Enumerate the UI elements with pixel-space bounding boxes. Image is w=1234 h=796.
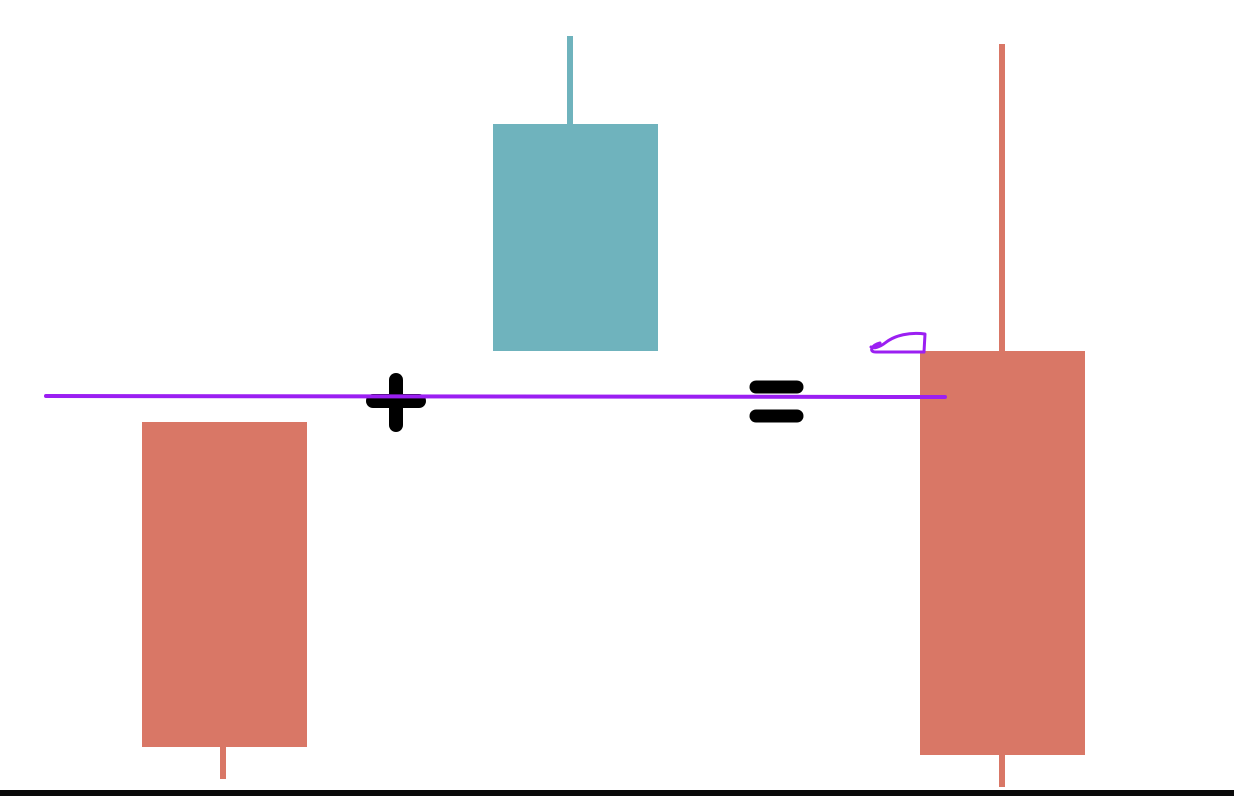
candle-result [920, 44, 1085, 787]
candle-2 [493, 36, 658, 351]
candle-1-body [142, 422, 307, 747]
candle-result-upper-wick [999, 44, 1005, 354]
candle-result-lower-wick [999, 753, 1005, 787]
equals-operator-icon [749, 380, 804, 423]
candle-result-body [920, 351, 1085, 755]
plus-operator-icon [366, 373, 426, 432]
annotation-horizontal-line [44, 394, 947, 399]
bottom-border [0, 790, 1234, 796]
candle-2-body [493, 124, 658, 351]
candle-1-lower-wick [220, 746, 226, 779]
candle-1 [142, 422, 307, 779]
annotation-scribble [869, 331, 927, 354]
candle-2-upper-wick [567, 36, 573, 126]
